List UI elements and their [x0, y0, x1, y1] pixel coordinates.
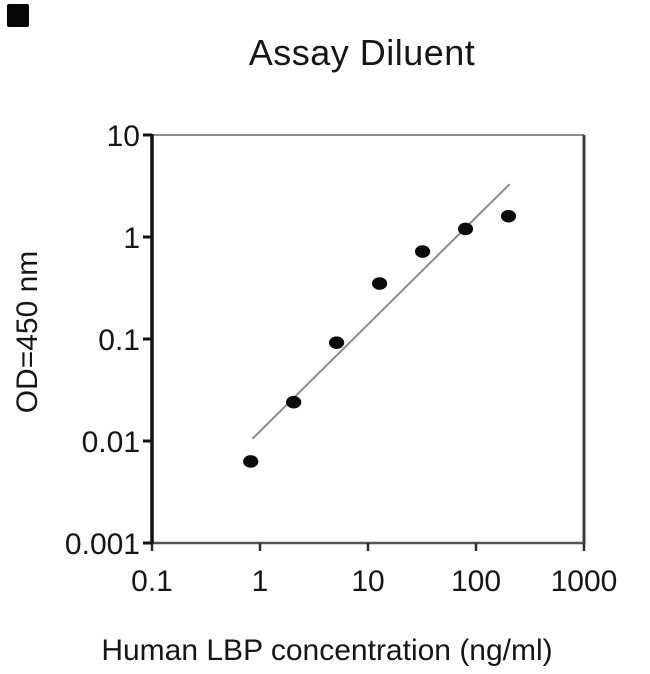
y-tick-label: 0.001: [65, 528, 140, 561]
data-point: [500, 209, 517, 223]
data-point: [457, 222, 474, 236]
y-tick-label: 1: [123, 222, 140, 255]
data-point: [329, 336, 345, 349]
chart-title: Assay Diluent: [248, 32, 476, 73]
corner-marker: [7, 4, 29, 27]
y-tick-label: 0.1: [98, 324, 140, 357]
x-tick-label: 10: [351, 565, 384, 598]
x-tick-label: 100: [451, 565, 501, 598]
data-point: [243, 455, 259, 468]
x-axis-title: Human LBP concentration (ng/ml): [101, 634, 553, 667]
x-tick-label: 0.1: [131, 565, 173, 598]
data-point: [371, 277, 388, 290]
data-point: [286, 395, 302, 409]
x-tick-label: 1: [252, 565, 269, 598]
data-point: [414, 245, 431, 258]
y-tick-label: 0.01: [82, 426, 140, 459]
y-tick-label: 10: [107, 120, 140, 153]
x-tick-label: 1000: [551, 565, 618, 598]
